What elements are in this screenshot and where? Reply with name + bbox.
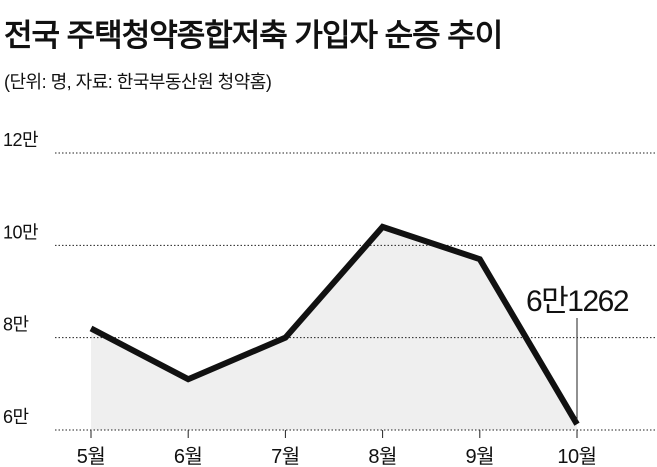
chart-title: 전국 주택청약종합저축 가입자 순증 추이 — [4, 18, 502, 53]
x-tick-label: 5월 — [77, 445, 106, 467]
line — [89, 223, 580, 426]
y-tick-label: 12만 — [3, 130, 38, 150]
y-tick-label: 6만 — [3, 407, 29, 427]
x-tick-label: 7월 — [271, 445, 300, 467]
x-tick-label: 8월 — [368, 445, 397, 467]
y-tick-label: 10만 — [3, 222, 38, 242]
value-label: 6만1262 — [526, 285, 629, 318]
area — [91, 226, 577, 430]
y-tick-label: 8만 — [3, 315, 29, 335]
chart-subtitle: (단위: 명, 자료: 한국부동산원 청약홈) — [4, 72, 271, 92]
x-tick-label: 10월 — [557, 445, 596, 467]
x-tick-label: 6월 — [174, 445, 203, 467]
x-tick-label: 9월 — [466, 445, 495, 467]
